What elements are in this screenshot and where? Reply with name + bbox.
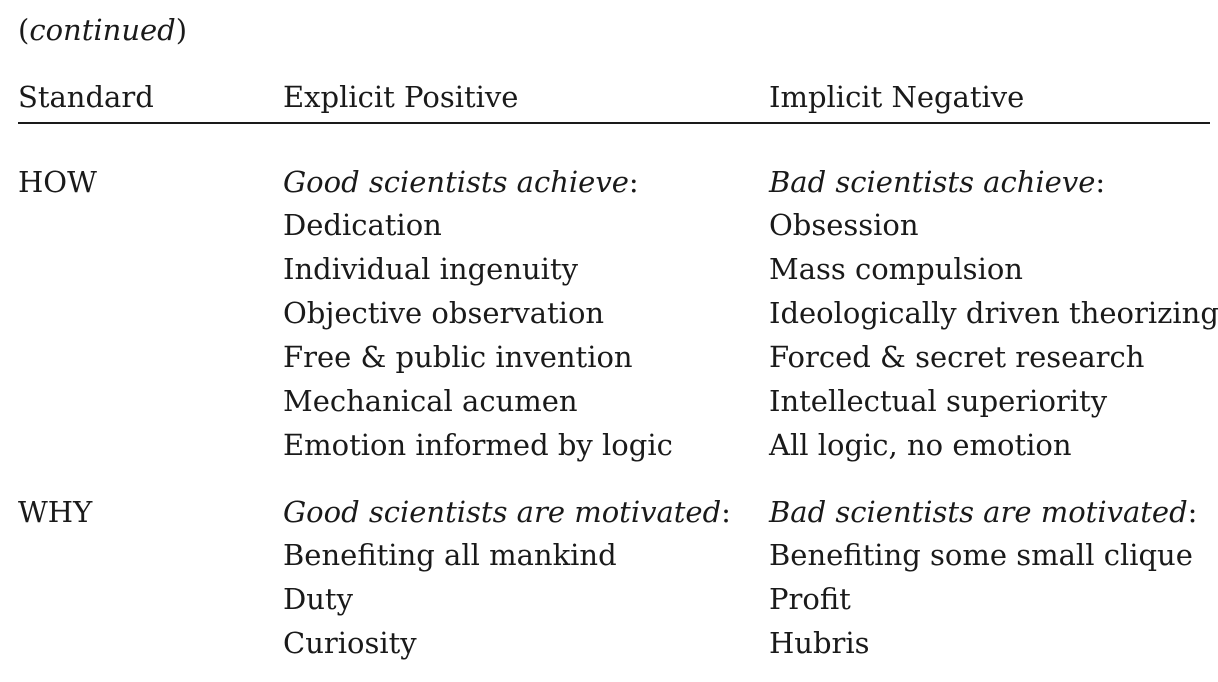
positive-intro-how: Good scientists achieve: (283, 160, 639, 204)
table-row: Objective observation Ideologically driv… (0, 291, 1218, 335)
continued-open-paren: ( (18, 13, 30, 47)
intro-colon: : (721, 495, 731, 529)
table-row: Dedication Obsession (0, 203, 1218, 247)
negative-cell: Intellectual superiority (769, 384, 1108, 418)
table-row: Free & public invention Forced & secret … (0, 335, 1218, 379)
continued-label: (continued) (18, 10, 187, 50)
positive-cell: Curiosity (283, 626, 417, 660)
positive-intro-text: Good scientists are motivated (283, 495, 722, 529)
negative-intro-how: Bad scientists achieve: (769, 160, 1105, 204)
positive-cell: Objective observation (283, 296, 605, 330)
negative-intro-text: Bad scientists are motivated (769, 495, 1188, 529)
positive-cell: Duty (283, 582, 353, 616)
positive-cell: Free & public invention (283, 340, 633, 374)
table-row: Mechanical acumen Intellectual superiori… (0, 379, 1218, 423)
continued-close-paren: ) (175, 13, 188, 47)
header-rule (18, 122, 1210, 124)
standard-label-how: HOW (18, 165, 97, 199)
intro-colon: : (628, 165, 639, 199)
table-row: Individual ingenuity Mass compulsion (0, 247, 1218, 291)
header-standard: Standard (18, 80, 154, 114)
table-header: Standard Explicit Positive Implicit Nega… (0, 77, 1218, 117)
header-implicit-negative: Implicit Negative (769, 80, 1025, 114)
positive-intro-text: Good scientists achieve (283, 165, 629, 199)
table-row: Emotion informed by logic All logic, no … (0, 423, 1218, 467)
continued-word: continued (29, 13, 176, 47)
negative-cell: Mass compulsion (769, 252, 1023, 286)
table-row: Benefiting all mankind Benefiting some s… (0, 533, 1218, 577)
header-explicit-positive: Explicit Positive (283, 80, 519, 114)
table-row: Duty Profit (0, 577, 1218, 621)
table-row: Curiosity Hubris (0, 621, 1218, 665)
positive-intro-why: Good scientists are motivated: (283, 490, 731, 534)
table-row: HOW Good scientists achieve: Bad scienti… (0, 160, 1218, 204)
intro-colon: : (1187, 495, 1198, 529)
negative-cell: Forced & secret research (769, 340, 1145, 374)
positive-cell: Dedication (283, 208, 442, 242)
table-row: WHY Good scientists are motivated: Bad s… (0, 490, 1218, 534)
intro-colon: : (1095, 165, 1106, 199)
negative-intro-text: Bad scientists achieve (769, 165, 1096, 199)
negative-cell: Obsession (769, 208, 919, 242)
negative-cell: All logic, no emotion (769, 428, 1072, 462)
positive-cell: Benefiting all mankind (283, 538, 617, 572)
negative-cell: Profit (769, 582, 851, 616)
negative-cell: Hubris (769, 626, 870, 660)
negative-cell: Ideologically driven theorizing (769, 296, 1218, 330)
standard-label-why: WHY (18, 495, 93, 529)
positive-cell: Individual ingenuity (283, 252, 578, 286)
positive-cell: Emotion informed by logic (283, 428, 673, 462)
negative-cell: Benefiting some small clique (769, 538, 1193, 572)
negative-intro-why: Bad scientists are motivated: (769, 490, 1197, 534)
positive-cell: Mechanical acumen (283, 384, 578, 418)
